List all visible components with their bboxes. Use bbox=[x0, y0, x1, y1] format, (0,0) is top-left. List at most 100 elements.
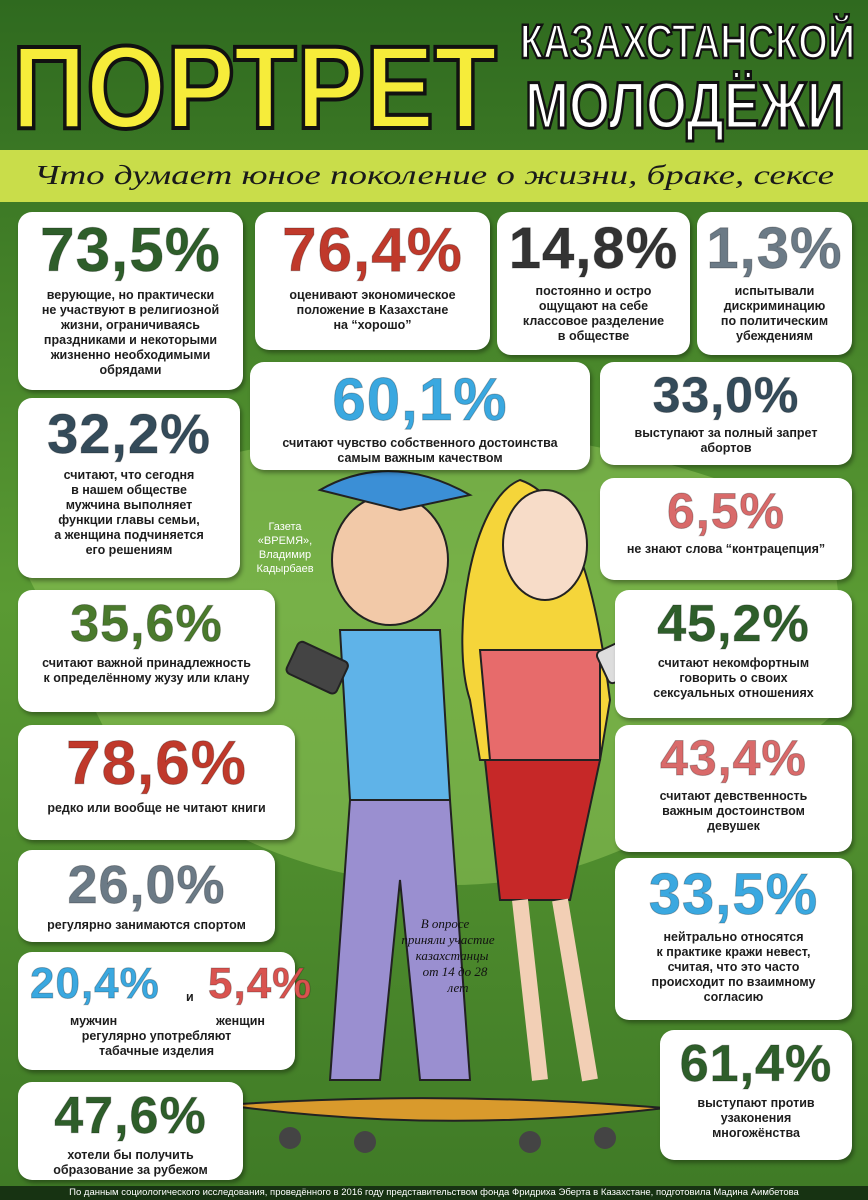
credit-line: Кадырбаев bbox=[256, 563, 313, 575]
label: женщин bbox=[216, 1014, 265, 1028]
note-line: казахстанцы bbox=[416, 948, 489, 963]
title: ПОРТРЕТ bbox=[12, 22, 497, 154]
stat-text: выступают за полный запрет bbox=[634, 426, 818, 440]
stat-text: нейтрально относятся bbox=[663, 930, 804, 944]
subtitle: КАЗАХСТАНСКОЙ bbox=[520, 14, 855, 69]
stat-text: жизненно необходимыми bbox=[50, 348, 211, 362]
stat-text: абортов bbox=[700, 441, 752, 455]
subtitle: МОЛОДЁЖИ bbox=[525, 68, 845, 142]
stat-card: 76,4% оценивают экономическое положение в … bbox=[255, 212, 490, 350]
stat-text: регулярно употребляют bbox=[81, 1029, 232, 1043]
tobacco-card: 20,4% и 5,4% мужчин женщин регулярно упо… bbox=[18, 952, 312, 1070]
stat-card: 33,0% выступают за полный запрет абортов bbox=[600, 362, 852, 465]
stat-text: образование за рубежом bbox=[53, 1163, 208, 1177]
stat-text: сексуальных отношениях bbox=[653, 686, 814, 700]
stat-value: 35,6% bbox=[70, 595, 223, 653]
stat-text: не участвуют в религиозной bbox=[41, 303, 220, 317]
stat-text: хотели бы получить bbox=[67, 1148, 194, 1162]
stat-text: самым важным качеством bbox=[337, 451, 503, 465]
stat-card: 14,8% постоянно и остро ощущают на себе кла… bbox=[497, 212, 690, 355]
credit-line: Владимир bbox=[259, 549, 311, 561]
stat-text: положение в Казахстане bbox=[296, 303, 449, 317]
stat-card: 43,4% считают девственность важным достоин… bbox=[615, 725, 852, 852]
stat-text: дискриминацию bbox=[723, 299, 826, 313]
stat-text: верующие, но практически bbox=[46, 288, 215, 302]
stat-card: 61,4% выступают против узаконения многожёнс… bbox=[660, 1030, 852, 1160]
stat-value: 33,5% bbox=[648, 862, 819, 927]
stat-card: 60,1% считают чувство собственного достои… bbox=[250, 362, 590, 470]
note-line: В опросе bbox=[421, 916, 470, 931]
credit: Газета «ВРЕМЯ», Владимир Кадырбаев bbox=[256, 521, 313, 575]
stat-text: к определённому жузу или клану bbox=[43, 671, 250, 685]
stat-value: 5,4% bbox=[207, 959, 313, 1008]
credit-line: «ВРЕМЯ», bbox=[258, 535, 312, 547]
stat-card: 78,6% редко или вообще не читают книги bbox=[18, 725, 295, 840]
stat-value: 33,0% bbox=[652, 367, 800, 423]
stat-text: по политическим bbox=[720, 314, 829, 328]
stat-card: 26,0% регулярно занимаются спортом bbox=[18, 850, 275, 942]
stat-text: на “хорошо” bbox=[333, 318, 412, 332]
stat-text: мужчина выполняет bbox=[65, 498, 193, 512]
stat-text: к практике кражи невест, bbox=[656, 945, 811, 959]
stat-card: 35,6% считают важной принадлежность к опре… bbox=[18, 590, 275, 712]
stat-text: считают важной принадлежность bbox=[42, 656, 251, 670]
stat-text: происходит по взаимному bbox=[651, 975, 816, 989]
stat-value: 47,6% bbox=[54, 1087, 207, 1145]
stat-value: 26,0% bbox=[67, 855, 226, 915]
stat-text: постоянно и остро bbox=[535, 284, 652, 298]
stat-text: многожёнства bbox=[712, 1126, 800, 1140]
stat-value: 32,2% bbox=[47, 402, 211, 465]
stat-text: табачные изделия bbox=[98, 1044, 215, 1058]
survey-note: В опросе приняли участие казахстанцы от … bbox=[401, 916, 495, 995]
stat-text: обрядами bbox=[99, 363, 162, 377]
stat-text: классовое разделение bbox=[522, 314, 665, 328]
stat-text: считают, что сегодня bbox=[63, 468, 195, 482]
stat-text: ощущают на себе bbox=[538, 299, 649, 313]
stat-value: 73,5% bbox=[40, 216, 221, 285]
stat-text: считают чувство собственного достоинства bbox=[282, 436, 558, 450]
stat-text: не знают слова “контрацепция” bbox=[626, 542, 826, 556]
stat-text: функции главы семьи, bbox=[58, 513, 200, 527]
stat-text: праздниками и некоторыми bbox=[43, 333, 218, 347]
stat-text: убеждениям bbox=[736, 329, 813, 343]
stat-value: 76,4% bbox=[282, 216, 463, 285]
stat-text: важным достоинством bbox=[662, 804, 805, 818]
stat-text: редко или вообще не читают книги bbox=[47, 801, 266, 815]
tagline: Что думает юное поколение о жизни, браке… bbox=[34, 160, 834, 190]
stat-value: 1,3% bbox=[706, 216, 843, 281]
credit-line: Газета bbox=[268, 521, 302, 533]
stat-value: 60,1% bbox=[332, 366, 508, 433]
stat-text: оценивают экономическое bbox=[289, 288, 456, 302]
conjunction: и bbox=[186, 990, 194, 1004]
stat-text: а женщина подчиняется bbox=[54, 528, 204, 542]
stat-value: 14,8% bbox=[508, 216, 679, 281]
stat-value: 78,6% bbox=[66, 729, 247, 798]
note-line: лет bbox=[447, 980, 469, 995]
stat-text: считают девственность bbox=[659, 789, 808, 803]
footer: По данным социологического исследования,… bbox=[0, 1186, 868, 1200]
stat-text: в нашем обществе bbox=[71, 483, 187, 497]
stat-value: 6,5% bbox=[667, 483, 785, 539]
stat-text: говорить о своих bbox=[679, 671, 788, 685]
stat-text: регулярно занимаются спортом bbox=[47, 918, 246, 932]
stat-text: жизни, ограничиваясь bbox=[61, 318, 200, 332]
stat-card: 47,6% хотели бы получить образование за ру… bbox=[18, 1082, 243, 1180]
illustration bbox=[224, 470, 666, 1153]
note-line: приняли участие bbox=[401, 932, 495, 947]
stat-card: 45,2% считают некомфортным говорить о свои… bbox=[615, 590, 852, 718]
stat-card: 1,3% испытывали дискриминацию по политическ… bbox=[697, 212, 852, 355]
stat-card: 6,5% не знают слова “контрацепция” bbox=[600, 478, 852, 580]
stat-text: считая, что это часто bbox=[667, 960, 800, 974]
stat-text: его решениям bbox=[85, 543, 173, 557]
stat-card: 32,2% считают, что сегодня в нашем обществ… bbox=[18, 398, 240, 578]
stat-text: согласию bbox=[703, 990, 764, 1004]
stat-text: в обществе bbox=[557, 329, 630, 343]
label: мужчин bbox=[70, 1014, 118, 1028]
stat-value: 43,4% bbox=[660, 730, 807, 786]
stat-text: считают некомфортным bbox=[657, 656, 810, 670]
stat-value: 61,4% bbox=[679, 1035, 833, 1093]
stat-value: 45,2% bbox=[657, 595, 810, 653]
stat-text: узаконения bbox=[720, 1111, 792, 1125]
stat-text: испытывали bbox=[734, 284, 815, 298]
